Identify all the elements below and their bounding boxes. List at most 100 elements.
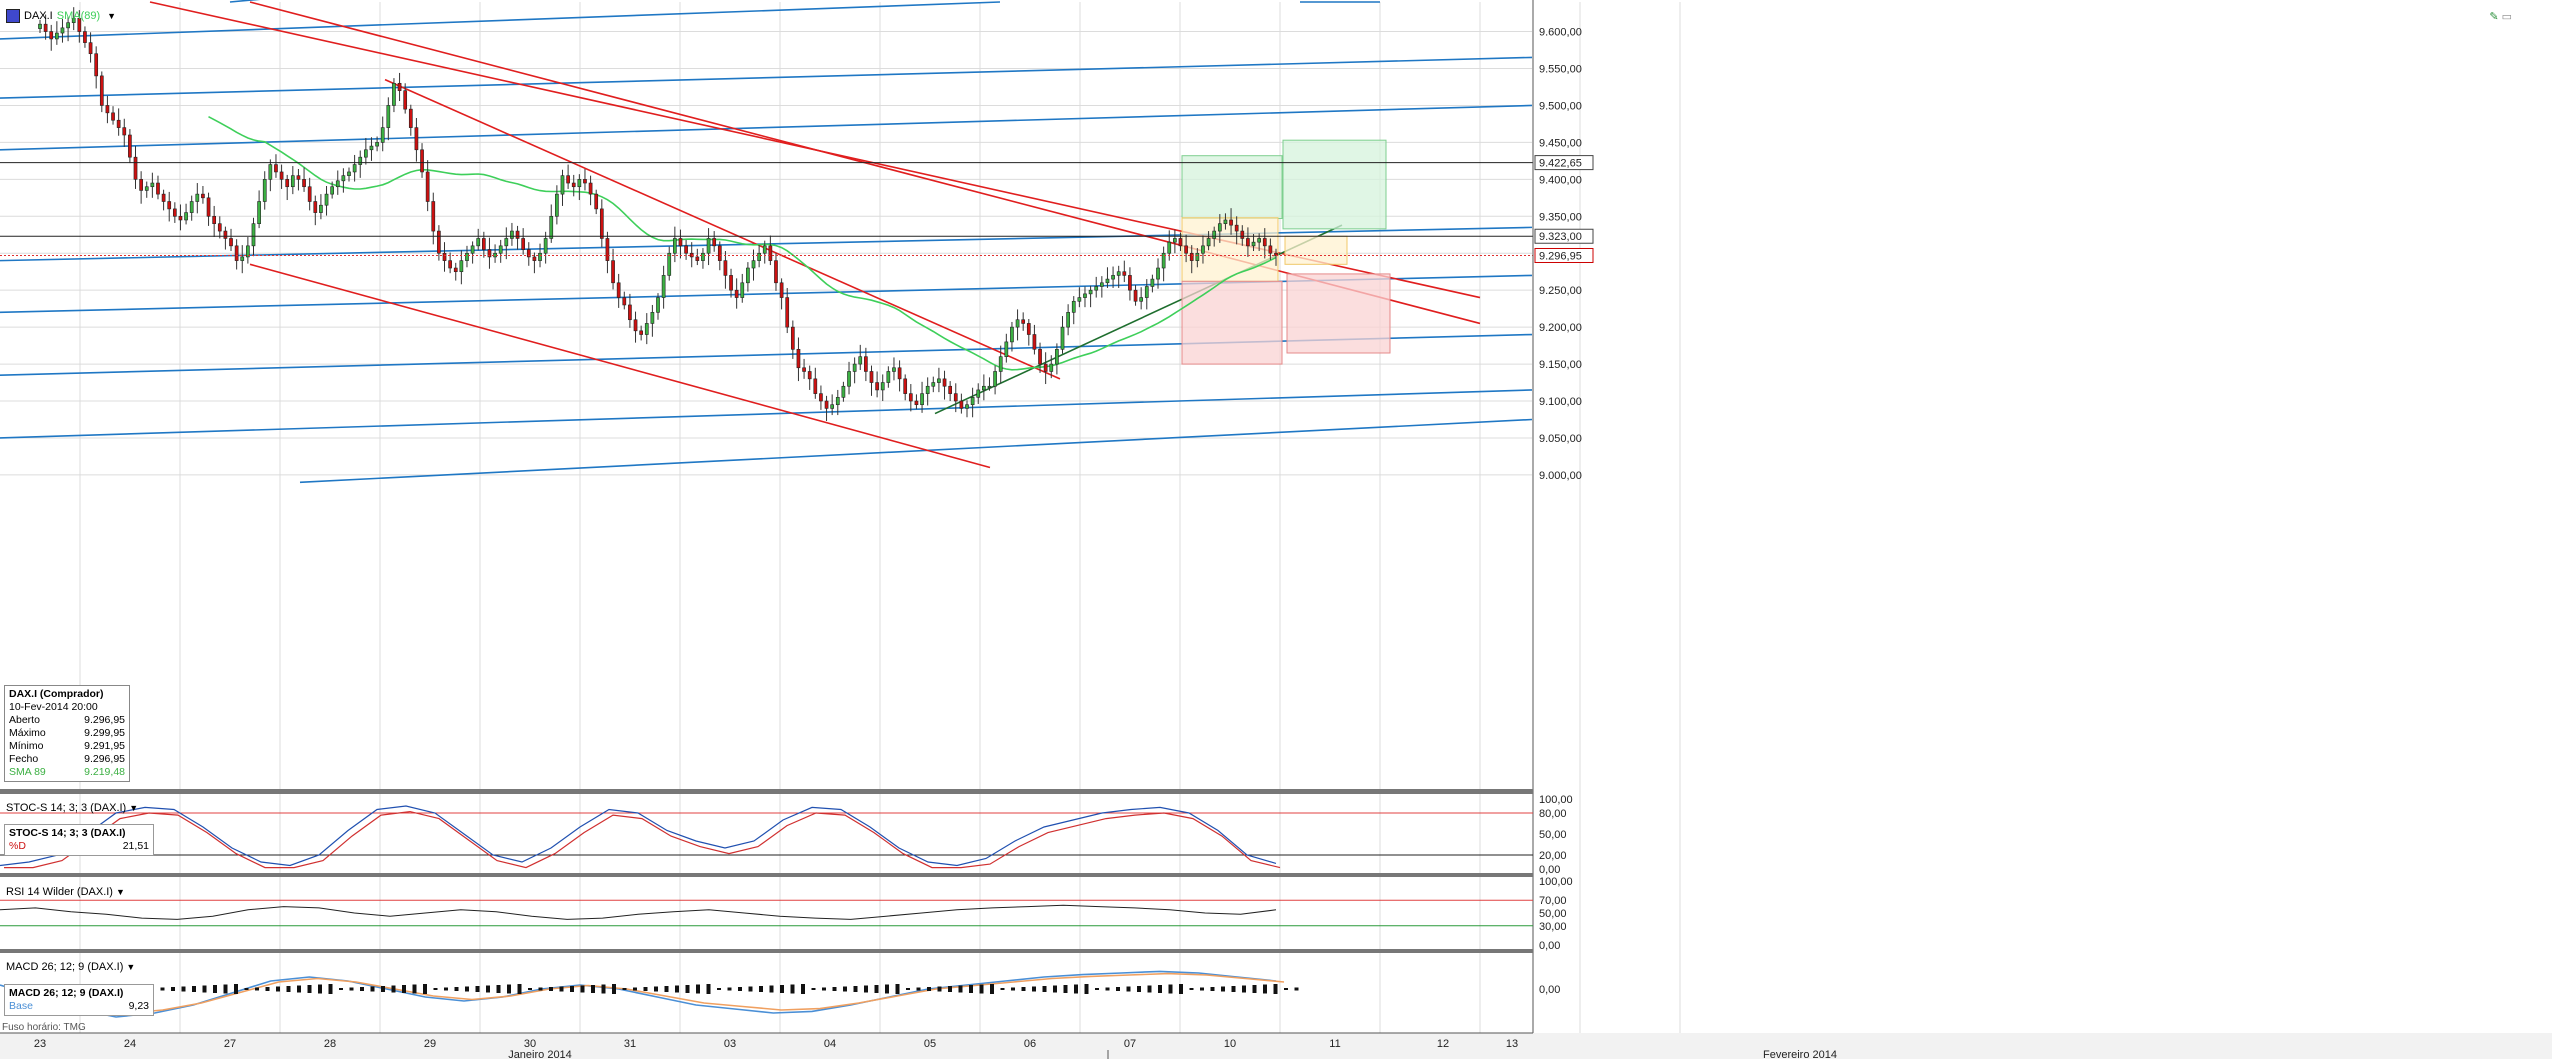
macd-histogram-bar	[402, 985, 406, 993]
price-levels	[0, 162, 1533, 256]
candle-body	[212, 215, 217, 224]
candle-body	[701, 252, 705, 261]
candle-body	[1105, 278, 1110, 284]
panel-divider	[0, 789, 1533, 794]
macd-histogram-bar	[633, 987, 637, 991]
candle-body	[1122, 271, 1127, 276]
candle-body	[712, 238, 717, 247]
candle-body	[1178, 238, 1183, 247]
rsi-panel-title[interactable]: RSI 14 Wilder (DAX.I) ▼	[6, 886, 125, 898]
stoc-line	[4, 810, 1281, 869]
candle-body	[1055, 348, 1059, 365]
candle-body	[487, 249, 492, 258]
date-tick-label: 12	[1437, 1038, 1449, 1050]
macd-histogram-bar	[433, 988, 438, 990]
target-zone	[1181, 217, 1279, 282]
blue-channel-line	[0, 56, 1533, 99]
macd-histogram-bar	[727, 987, 732, 991]
candle-body	[1128, 275, 1132, 291]
rsi-line	[0, 904, 1277, 920]
macd-histogram-bar	[538, 987, 543, 991]
macd-histogram-bar	[738, 987, 742, 991]
candle-body	[1246, 238, 1250, 247]
candle-body	[1217, 223, 1222, 232]
candle-body	[465, 252, 469, 261]
candle-body	[1116, 271, 1121, 276]
date-axis: 23 24 27 28 29 30 31 03 04 05 06 07 10 11 12 13 Janeiro …	[0, 1032, 2552, 1059]
stoc-legend-row: %D 21,51	[9, 840, 149, 852]
price-marker-label: 9.422,65	[1539, 158, 1582, 170]
candle-body	[257, 201, 261, 224]
candle-body	[414, 127, 419, 151]
candle-body	[397, 82, 402, 91]
candle-body	[1150, 278, 1155, 287]
price-tick-label: 9.600,00	[1539, 27, 1582, 39]
candle-body	[875, 382, 879, 391]
candle-body	[1251, 241, 1256, 247]
macd-histogram-bar	[171, 987, 175, 991]
candle-body	[1088, 289, 1093, 295]
candle-body	[1223, 219, 1228, 224]
candle-body	[229, 238, 233, 247]
candle-body	[594, 193, 599, 210]
macd-histogram-bar	[1137, 986, 1141, 992]
macd-panel-title[interactable]: MACD 26; 12; 9 (DAX.I) ▼	[6, 961, 136, 973]
candle-body	[296, 175, 301, 180]
data-row-close: Fecho 9.296,95	[9, 753, 125, 765]
macd-histogram-bar	[202, 985, 207, 993]
candle-body	[931, 382, 936, 387]
data-row-sma: SMA 89 9.219,48	[9, 766, 125, 778]
candle-body	[274, 164, 278, 173]
candle-body	[1173, 238, 1177, 243]
macd-histogram-bar	[423, 984, 427, 994]
macd-histogram-bar	[790, 984, 795, 994]
date-tick-label: 13	[1506, 1038, 1518, 1050]
macd-histogram-bar	[948, 986, 952, 992]
candle-body	[982, 385, 986, 391]
macd-histogram-bar	[1095, 988, 1099, 990]
candle-body	[1212, 230, 1217, 239]
candle-body	[347, 171, 351, 176]
candle-body	[223, 230, 228, 239]
rsi-tick-label: 70,00	[1539, 895, 1567, 907]
stoc-tick-label: 50,00	[1539, 829, 1567, 841]
macd-histogram-bar	[654, 986, 658, 992]
price-marker-box	[1534, 228, 1594, 244]
window-controls[interactable]: ✎ ▭	[2489, 10, 2512, 23]
rsi-tick-label: 0,00	[1539, 940, 1560, 952]
chevron-down-icon: ▼	[129, 803, 139, 813]
macd-histogram-bar	[234, 984, 238, 994]
stoc-panel-title[interactable]: STOC-S 14; 3; 3 (DAX.I) ▼	[6, 802, 139, 814]
candle-body	[908, 393, 913, 402]
chevron-down-icon[interactable]: ▼	[107, 11, 117, 21]
macd-histogram-bar	[1168, 984, 1173, 994]
macd-histogram-bar	[192, 986, 196, 992]
macd-histogram-bar	[255, 987, 259, 991]
blue-channel-line	[229, 0, 261, 3]
target-zone	[1284, 235, 1348, 265]
macd-histogram-bar	[685, 985, 690, 993]
candle-body	[1021, 319, 1026, 324]
candle-body	[521, 238, 526, 250]
candle-body	[717, 245, 722, 261]
candle-body	[976, 389, 981, 398]
date-tick-label: 11	[1329, 1038, 1340, 1050]
date-axis-bg	[0, 1033, 2552, 1059]
candle-body	[380, 127, 385, 143]
draw-tool-icon[interactable]: ✎	[2489, 11, 2499, 23]
macd-histogram-bar	[517, 984, 522, 994]
macd-histogram-bar	[664, 986, 669, 992]
candle-body	[116, 119, 121, 128]
close-icon[interactable]: ▭	[2501, 11, 2512, 23]
macd-histogram-bar	[759, 986, 763, 992]
candle-body	[920, 393, 924, 406]
candle-body	[914, 400, 919, 406]
sma-line	[208, 115, 1277, 371]
candle-body	[403, 90, 408, 110]
symbol-selector[interactable]: DAX.I SMA(89) ▼	[6, 9, 116, 23]
candle-body	[852, 363, 857, 372]
macd-histogram-bar	[559, 986, 564, 992]
candle-body	[184, 212, 188, 221]
macd-histogram-bar	[549, 987, 553, 991]
